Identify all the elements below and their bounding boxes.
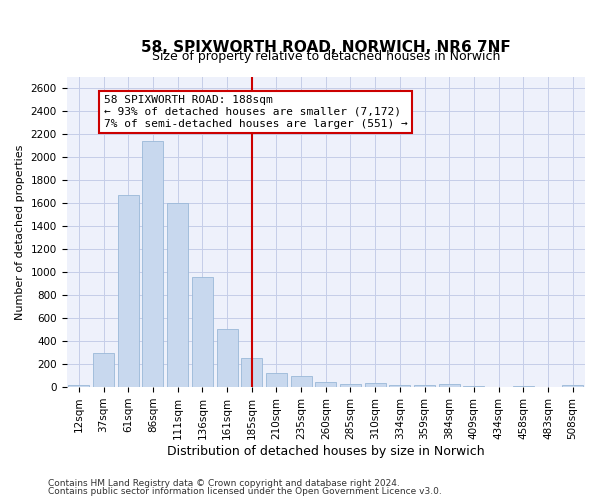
Text: Size of property relative to detached houses in Norwich: Size of property relative to detached ho…: [152, 50, 500, 63]
Bar: [241, 358, 262, 387]
Bar: [217, 328, 238, 387]
Bar: [389, 385, 410, 387]
Bar: [463, 386, 484, 387]
Title: 58, SPIXWORTH ROAD, NORWICH, NR6 7NF: 58, SPIXWORTH ROAD, NORWICH, NR6 7NF: [141, 40, 511, 55]
Bar: [562, 384, 583, 387]
Bar: [266, 374, 287, 387]
Y-axis label: Number of detached properties: Number of detached properties: [15, 144, 25, 320]
Bar: [93, 352, 114, 387]
Bar: [439, 384, 460, 387]
Bar: [513, 386, 534, 387]
Bar: [167, 204, 188, 387]
Text: Contains HM Land Registry data © Crown copyright and database right 2024.: Contains HM Land Registry data © Crown c…: [48, 478, 400, 488]
Bar: [414, 385, 435, 387]
Bar: [365, 383, 386, 387]
Bar: [68, 384, 89, 387]
Bar: [192, 277, 213, 387]
Bar: [340, 384, 361, 387]
X-axis label: Distribution of detached houses by size in Norwich: Distribution of detached houses by size …: [167, 444, 485, 458]
Text: Contains public sector information licensed under the Open Government Licence v3: Contains public sector information licen…: [48, 487, 442, 496]
Bar: [315, 382, 336, 387]
Bar: [142, 142, 163, 387]
Bar: [290, 376, 311, 387]
Text: 58 SPIXWORTH ROAD: 188sqm
← 93% of detached houses are smaller (7,172)
7% of sem: 58 SPIXWORTH ROAD: 188sqm ← 93% of detac…: [104, 96, 407, 128]
Bar: [118, 196, 139, 387]
